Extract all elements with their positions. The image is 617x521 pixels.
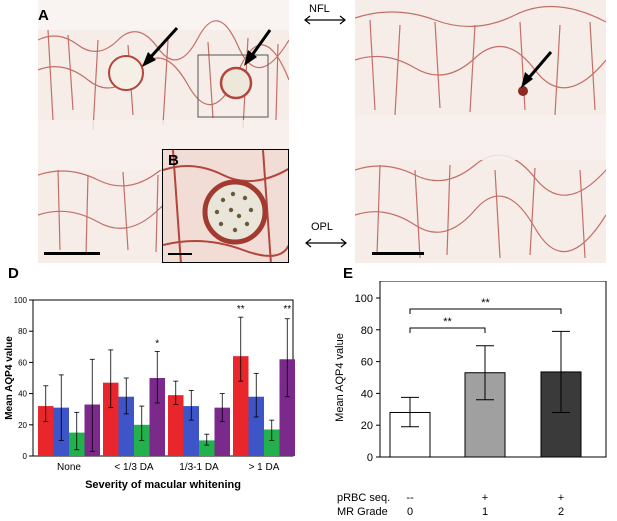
chart-e-grade-value-2: 2 bbox=[558, 506, 564, 518]
arrow-a2-icon bbox=[38, 0, 289, 263]
chart-d-bar-s2-c2 bbox=[199, 440, 215, 456]
arrow-a1-icon bbox=[38, 0, 289, 263]
chart-e-ytick-label-3: 60 bbox=[361, 357, 373, 369]
chart-e-ytick-label-1: 20 bbox=[361, 420, 373, 432]
micrograph-b-image bbox=[163, 150, 288, 262]
chart-e: 0 20 40 60 80 100 Mean AQP4 value -- 0 +1 +2 pRBC s… bbox=[335, 281, 607, 518]
label-opl: OPL bbox=[311, 221, 334, 233]
chart-e-row-label-grade: MR Grade bbox=[337, 506, 388, 518]
chart-e-ytick-label-2: 40 bbox=[361, 388, 373, 400]
chart-d-xtick-label-1: < 1/3 DA bbox=[114, 462, 154, 473]
scale-bar-b bbox=[168, 253, 192, 255]
chart-d-bar-s2-c3 bbox=[264, 429, 280, 456]
chart-d-bar-s0-c2 bbox=[168, 395, 184, 456]
arrow-c-icon bbox=[355, 0, 606, 263]
chart-d-xtick-label-3: > 1 DA bbox=[249, 462, 280, 473]
chart-d-xtick-label-2: 1/3-1 DA bbox=[179, 462, 219, 473]
chart-e-sig-bracket-0 bbox=[409, 327, 486, 333]
chart-d-bar-s0-c3 bbox=[233, 356, 249, 456]
micrograph-c-image bbox=[355, 0, 606, 263]
chart-d-bar-s0-c0 bbox=[38, 406, 54, 456]
chart-d-bar-s0-c1 bbox=[103, 382, 119, 456]
chart-d-xlabel: Severity of macular whitening bbox=[85, 479, 241, 491]
panel-letter-d: D bbox=[8, 265, 19, 282]
chart-d-annotation-2: ** bbox=[283, 304, 291, 315]
chart-e-prbc-value-2: + bbox=[558, 492, 564, 504]
chart-d-annotation-1: ** bbox=[237, 304, 245, 315]
chart-e-ytick-label-4: 80 bbox=[361, 325, 373, 337]
label-nfl: NFL bbox=[309, 3, 330, 15]
chart-e-ytick-label-5: 100 bbox=[355, 293, 373, 305]
chart-e-sig-bracket-1 bbox=[409, 308, 562, 314]
chart-d-ytick-label-5: 100 bbox=[14, 296, 28, 305]
micrograph-panel-c: C bbox=[355, 0, 606, 263]
chart-e-sig-label-1: ** bbox=[481, 297, 490, 309]
chart-d-bar-s1-c2 bbox=[183, 406, 199, 456]
chart-d-bar-s3-c3 bbox=[279, 359, 295, 456]
chart-e-ytick-label-0: 0 bbox=[367, 452, 373, 464]
chart-e-grade-value-0: 0 bbox=[407, 506, 413, 518]
chart-d-xtick-label-0: None bbox=[57, 462, 81, 473]
chart-d-ytick-label-3: 60 bbox=[18, 358, 27, 367]
chart-e-row-label-prbc: pRBC seq. bbox=[337, 492, 390, 504]
chart-d-ytick-label-2: 40 bbox=[18, 390, 27, 399]
panel-letter-b: B bbox=[168, 152, 179, 169]
chart-d-ytick-label-4: 80 bbox=[18, 327, 27, 336]
chart-d-bar-s1-c1 bbox=[118, 396, 134, 456]
chart-d-bar-s3-c2 bbox=[214, 407, 230, 456]
chart-d-ytick-label-1: 20 bbox=[18, 421, 27, 430]
chart-e-sig-label-0: ** bbox=[443, 316, 452, 328]
double-arrow-nfl-icon bbox=[300, 12, 350, 30]
chart-d-ytick-label-0: 0 bbox=[23, 452, 28, 461]
panel-letter-a: A bbox=[38, 7, 49, 24]
chart-d-ylabel: Mean AQP4 value bbox=[4, 336, 15, 420]
chart-d-bar-s1-c3 bbox=[248, 396, 264, 456]
panel-letter-e: E bbox=[343, 265, 354, 282]
scale-bar-a bbox=[44, 252, 100, 255]
scale-bar-c bbox=[372, 252, 424, 255]
chart-e-ylabel: Mean AQP4 value bbox=[335, 333, 346, 422]
chart-d-bar-s3-c1 bbox=[149, 378, 165, 456]
chart-d: 0 20 40 60 80 100 Mean AQP4 value Severity of m… bbox=[4, 296, 295, 491]
chart-e-grade-value-1: 1 bbox=[482, 506, 488, 518]
chart-e-prbc-value-0: -- bbox=[406, 492, 414, 504]
micrograph-panel-b: B bbox=[162, 149, 289, 263]
chart-e-prbc-value-1: + bbox=[482, 492, 488, 504]
double-arrow-opl-icon bbox=[301, 235, 351, 253]
chart-d-annotation-0: * bbox=[155, 338, 159, 349]
